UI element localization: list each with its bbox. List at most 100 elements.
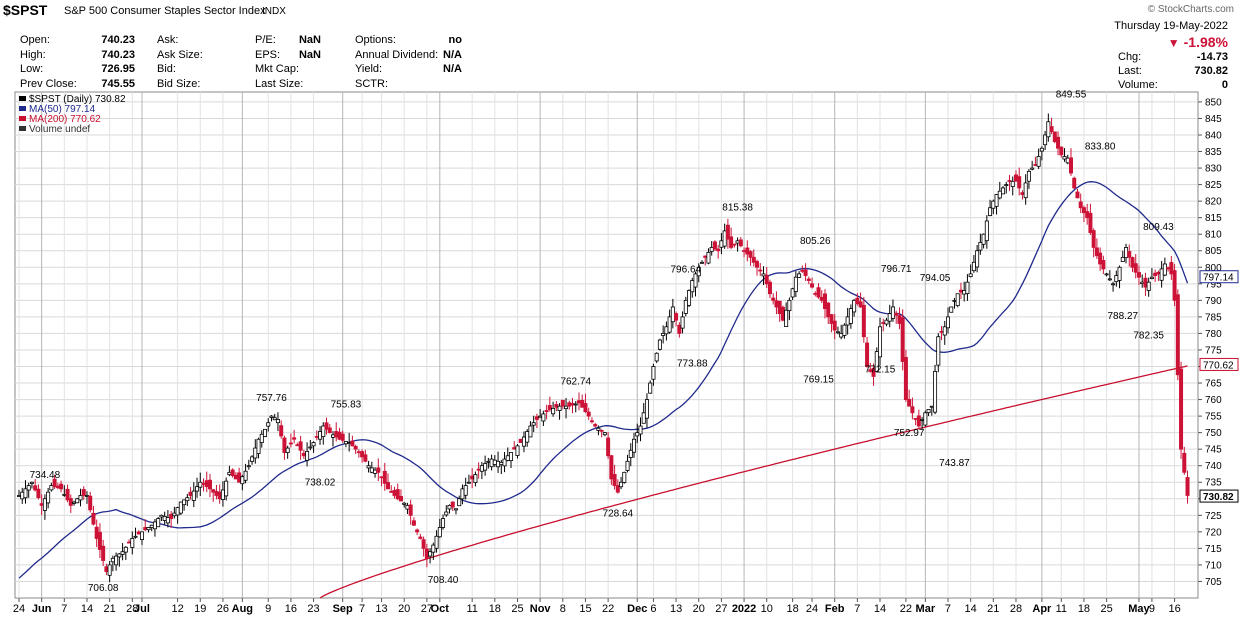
candle-body: [1127, 251, 1132, 258]
candle-body: [1062, 156, 1067, 160]
last-value-tag: [1199, 357, 1239, 371]
candle-body: [806, 278, 811, 281]
candle-body: [505, 455, 510, 461]
candle-body: [321, 425, 326, 437]
x-tick-label: Jun: [32, 603, 52, 615]
pct-change: ▼ -1.98%: [1168, 34, 1228, 50]
candle-body: [606, 437, 611, 457]
candle-body: [502, 458, 507, 467]
x-tick-label: 22: [602, 603, 614, 615]
price-annotation: 796.71: [881, 264, 912, 275]
candle-body: [201, 482, 206, 485]
candle-body: [253, 447, 258, 459]
candle-body: [337, 431, 342, 440]
candle-body: [644, 399, 649, 419]
candle-body: [26, 485, 31, 491]
y-tick-label: 725: [1205, 511, 1222, 522]
candle-body: [476, 468, 481, 471]
brand-watermark: © StockCharts.com: [1147, 4, 1234, 15]
price-annotation: 755.83: [331, 399, 362, 410]
candle-body: [470, 475, 475, 480]
candle-body: [386, 482, 391, 490]
candle-body: [884, 319, 889, 325]
candle-body: [677, 324, 682, 334]
candle-body: [674, 313, 679, 321]
candle-body: [1049, 126, 1054, 133]
candle-body: [39, 503, 44, 506]
candle-body: [793, 276, 798, 292]
candle-body: [395, 489, 400, 500]
x-tick-label: Oct: [431, 603, 450, 615]
candle-body: [162, 516, 167, 521]
candle-body: [356, 451, 361, 454]
candle-body: [573, 403, 578, 406]
candle-body: [683, 299, 688, 314]
price-annotation: 805.26: [800, 236, 831, 247]
candle-body: [625, 460, 630, 471]
x-tick-label: 18: [489, 603, 501, 615]
candle-body: [1182, 452, 1187, 473]
candle-body: [23, 488, 28, 499]
candle-body: [920, 419, 925, 421]
candle-body: [418, 536, 423, 539]
candle-body: [453, 508, 458, 511]
candle-body: [305, 450, 310, 461]
y-tick-label: 755: [1205, 412, 1222, 423]
legend-swatch: [19, 96, 26, 101]
candle-body: [962, 290, 967, 295]
down-triangle-icon: ▼: [1167, 36, 1180, 50]
candle-body: [123, 546, 128, 553]
candle-body: [295, 444, 300, 447]
candle-body: [52, 478, 57, 488]
candle-body: [324, 422, 329, 430]
candle-body: [887, 313, 892, 322]
x-tick-label: Aug: [232, 603, 253, 615]
candle-body: [696, 266, 701, 277]
candle-body: [46, 491, 51, 504]
price-annotation: 833.80: [1085, 141, 1116, 152]
candle-body: [670, 306, 675, 323]
candle-body: [897, 315, 902, 324]
price-annotation: 773.88: [677, 359, 708, 370]
candle-body: [233, 474, 238, 480]
candle-body: [496, 460, 501, 468]
y-tick-label: 850: [1205, 97, 1222, 108]
candle-body: [810, 283, 815, 288]
candle-body: [745, 247, 750, 255]
x-tick-label: Feb: [825, 603, 845, 615]
x-tick-label: 18: [786, 603, 798, 615]
candle-body: [327, 427, 332, 434]
candle-body: [816, 287, 821, 298]
candle-body: [101, 545, 106, 561]
candle-body: [784, 309, 789, 328]
candle-body: [334, 431, 339, 438]
candle-body: [1039, 147, 1044, 152]
quote-label: Bid:: [157, 63, 176, 75]
candle-body: [852, 299, 857, 313]
candle-body: [1001, 187, 1006, 195]
candle-body: [428, 551, 433, 557]
candle-body: [1023, 182, 1028, 199]
candle-body: [657, 339, 662, 350]
candle-body: [84, 495, 89, 497]
candle-body: [1004, 184, 1009, 187]
candle-body: [1056, 136, 1061, 149]
candle-body: [75, 498, 80, 504]
candle-body: [997, 190, 1002, 199]
candle-body: [641, 412, 646, 424]
quote-label: High:: [20, 48, 46, 61]
legend-swatch: [19, 116, 26, 121]
x-tick-label: 22: [900, 603, 912, 615]
price-annotation: 788.27: [1107, 311, 1138, 322]
candle-body: [929, 405, 934, 408]
candle-body: [628, 449, 633, 458]
candle-body: [544, 410, 549, 413]
candle-body: [589, 420, 594, 423]
candle-body: [499, 462, 504, 466]
candle-body: [68, 498, 73, 506]
y-tick-label: 845: [1205, 114, 1222, 125]
legend-swatch: [19, 106, 26, 111]
candle-body: [444, 511, 449, 516]
candle-body: [1120, 256, 1125, 262]
candle-body: [586, 411, 591, 417]
